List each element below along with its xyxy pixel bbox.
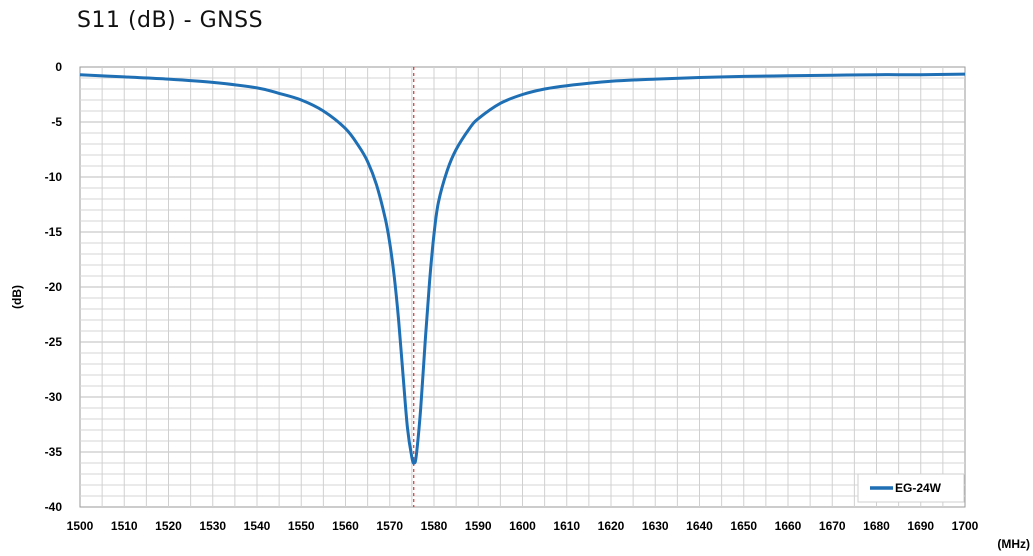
x-tick-label: 1550 — [288, 519, 315, 533]
series-line-eg-24w — [79, 72, 966, 465]
x-tick-labels: 1500 1510 1520 1530 1540 1550 1560 1570 1580 1590… — [67, 519, 979, 533]
x-tick-label: 1680 — [863, 519, 890, 533]
x-tick-label: 1590 — [465, 519, 492, 533]
x-tick-label: 1700 — [952, 519, 979, 533]
y-tick-label: -40 — [45, 500, 63, 514]
y-tick-label: -25 — [45, 335, 63, 349]
x-tick-label: 1600 — [509, 519, 536, 533]
y-tick-label: -30 — [45, 390, 63, 404]
grid — [80, 67, 965, 507]
legend: EG-24W — [857, 473, 965, 503]
chart-title: S11 (dB) - GNSS — [77, 8, 264, 33]
y-tick-label: 0 — [55, 60, 62, 74]
x-tick-label: 1660 — [775, 519, 802, 533]
x-tick-label: 1690 — [907, 519, 934, 533]
x-tick-label: 1620 — [598, 519, 625, 533]
x-tick-label: 1540 — [244, 519, 271, 533]
y-axis-label: (dB) — [10, 285, 24, 309]
y-tick-label: -5 — [51, 115, 62, 129]
x-tick-label: 1610 — [553, 519, 580, 533]
x-axis-label: (MHz) — [997, 537, 1030, 551]
x-tick-label: 1570 — [376, 519, 403, 533]
x-tick-label: 1560 — [332, 519, 359, 533]
series-layer — [79, 72, 966, 465]
x-tick-label: 1510 — [111, 519, 138, 533]
x-tick-label: 1630 — [642, 519, 669, 533]
x-tick-label: 1580 — [421, 519, 448, 533]
x-tick-label: 1520 — [155, 519, 182, 533]
legend-label: EG-24W — [895, 481, 942, 495]
y-tick-label: -20 — [45, 280, 63, 294]
x-tick-label: 1650 — [730, 519, 757, 533]
x-tick-label: 1500 — [67, 519, 94, 533]
y-tick-labels: 0 -5 -10 -15 -20 -25 -30 -35 -40 — [45, 60, 63, 514]
y-tick-label: -35 — [45, 445, 63, 459]
y-tick-label: -10 — [45, 170, 63, 184]
x-tick-label: 1670 — [819, 519, 846, 533]
y-tick-label: -15 — [45, 225, 63, 239]
x-tick-label: 1530 — [199, 519, 226, 533]
x-tick-label: 1640 — [686, 519, 713, 533]
